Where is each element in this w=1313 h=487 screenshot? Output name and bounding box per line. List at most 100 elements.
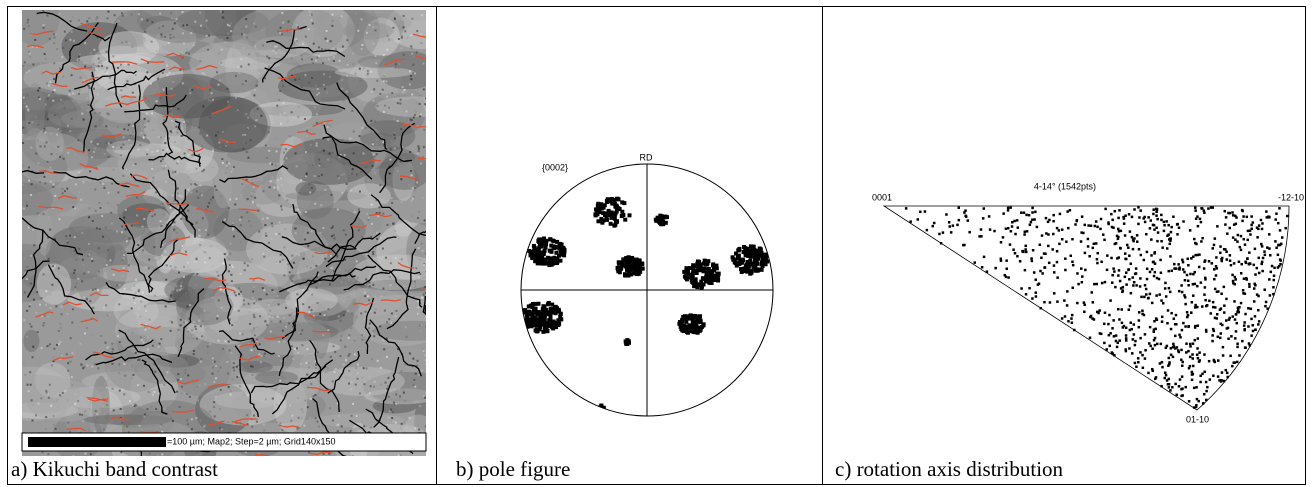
noise	[332, 420, 334, 422]
axis-point	[1020, 287, 1023, 290]
noise	[239, 219, 241, 221]
noise	[138, 13, 140, 15]
noise	[224, 253, 226, 255]
noise	[28, 227, 30, 229]
noise	[30, 255, 32, 257]
axis-point	[1227, 337, 1230, 340]
axis-point	[1257, 309, 1260, 312]
noise	[81, 401, 83, 403]
noise	[263, 430, 265, 432]
noise	[233, 369, 235, 371]
noise	[258, 298, 260, 300]
texture	[176, 288, 233, 325]
noise	[171, 17, 173, 19]
noise	[421, 296, 423, 298]
noise	[376, 153, 378, 155]
axis-point	[1229, 254, 1232, 256]
noise	[171, 120, 173, 122]
noise	[87, 110, 89, 112]
axis-point	[1099, 332, 1102, 335]
noise	[374, 381, 376, 383]
noise	[56, 153, 58, 155]
noise	[98, 58, 100, 60]
noise	[386, 278, 388, 280]
noise	[312, 163, 314, 165]
noise	[263, 190, 265, 192]
axis-point	[1028, 214, 1031, 217]
noise	[170, 265, 172, 267]
noise	[322, 425, 324, 427]
noise	[294, 192, 296, 194]
noise	[359, 191, 361, 193]
noise	[187, 171, 189, 173]
noise	[268, 233, 270, 235]
axis-point	[1236, 361, 1239, 364]
axis-point	[1125, 271, 1128, 274]
noise	[237, 109, 239, 111]
noise	[397, 102, 399, 104]
noise	[342, 46, 344, 48]
noise	[315, 417, 317, 419]
noise	[268, 304, 270, 306]
noise	[256, 369, 258, 371]
noise	[235, 75, 237, 77]
noise	[389, 159, 391, 161]
noise	[206, 20, 208, 22]
axis-point	[1125, 258, 1128, 261]
noise	[103, 185, 105, 187]
axis-point	[1058, 243, 1061, 246]
noise	[230, 22, 232, 24]
noise	[352, 403, 354, 405]
axis-point	[1253, 287, 1256, 290]
axis-point	[1000, 259, 1003, 262]
pole-point	[534, 259, 538, 263]
noise	[411, 200, 413, 202]
axis-point	[1160, 271, 1163, 274]
noise	[147, 137, 149, 139]
axis-point	[1194, 209, 1197, 212]
axis-point	[1131, 328, 1134, 331]
pole-point	[536, 317, 540, 321]
noise	[144, 413, 146, 415]
noise	[352, 168, 354, 170]
noise	[392, 411, 394, 413]
axis-point	[1236, 322, 1239, 325]
noise	[209, 89, 211, 91]
axis-point	[983, 256, 986, 258]
noise	[206, 134, 208, 136]
axis-point	[1219, 323, 1222, 326]
noise	[105, 125, 107, 127]
noise	[245, 26, 247, 28]
noise	[395, 393, 397, 395]
noise	[300, 363, 302, 365]
axis-point	[1070, 317, 1073, 320]
pole-point	[624, 256, 628, 260]
noise	[67, 370, 69, 372]
noise	[276, 295, 278, 297]
noise	[412, 72, 414, 74]
axis-point	[909, 220, 912, 223]
noise	[96, 417, 98, 419]
noise	[319, 282, 321, 284]
twin-boundary	[313, 331, 332, 332]
axis-point	[1138, 248, 1141, 251]
noise	[373, 335, 375, 337]
noise	[338, 415, 340, 417]
axis-point	[1265, 210, 1268, 213]
noise	[383, 312, 385, 314]
noise	[341, 215, 343, 217]
axis-point	[1208, 360, 1211, 363]
axis-point	[1151, 268, 1154, 271]
noise	[137, 314, 139, 316]
noise	[319, 340, 321, 342]
noise	[348, 383, 350, 385]
noise	[351, 430, 353, 432]
noise	[202, 239, 204, 241]
noise	[203, 363, 205, 365]
texture	[214, 169, 232, 208]
noise	[59, 156, 61, 158]
noise	[250, 139, 252, 141]
noise	[112, 146, 114, 148]
axis-point	[1163, 221, 1166, 224]
noise	[295, 232, 297, 234]
